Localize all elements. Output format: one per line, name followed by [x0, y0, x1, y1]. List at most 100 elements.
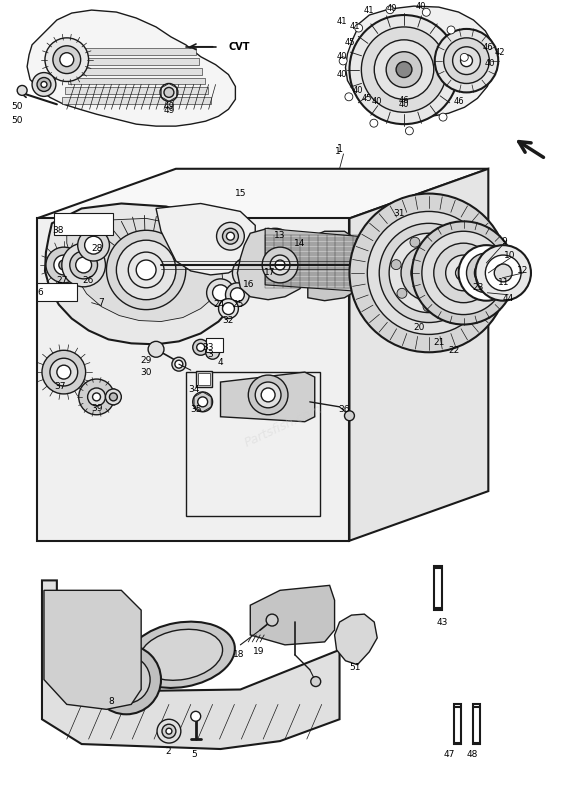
- Text: 49: 49: [163, 102, 175, 110]
- Polygon shape: [238, 228, 308, 300]
- Text: 4: 4: [218, 358, 223, 366]
- Polygon shape: [37, 218, 349, 541]
- Circle shape: [164, 87, 174, 98]
- Circle shape: [339, 57, 347, 65]
- Text: 15: 15: [235, 189, 246, 198]
- Text: 6: 6: [37, 288, 43, 298]
- Circle shape: [349, 15, 459, 124]
- Polygon shape: [265, 228, 379, 293]
- Circle shape: [459, 245, 514, 301]
- Text: 49: 49: [163, 106, 175, 114]
- Circle shape: [232, 257, 264, 289]
- Circle shape: [46, 247, 82, 283]
- Circle shape: [160, 83, 178, 102]
- Circle shape: [439, 113, 447, 121]
- Polygon shape: [349, 169, 488, 541]
- Text: 45: 45: [362, 94, 373, 103]
- Text: 51: 51: [350, 663, 361, 672]
- Text: 22: 22: [448, 346, 459, 354]
- Circle shape: [243, 268, 253, 278]
- Polygon shape: [27, 10, 235, 126]
- Circle shape: [349, 194, 508, 352]
- Polygon shape: [42, 581, 340, 749]
- Polygon shape: [335, 614, 377, 665]
- Bar: [198, 373, 210, 385]
- Circle shape: [109, 393, 117, 401]
- Text: 29: 29: [141, 356, 152, 365]
- Polygon shape: [65, 87, 208, 94]
- Circle shape: [286, 246, 304, 264]
- Circle shape: [113, 666, 139, 693]
- Circle shape: [255, 228, 295, 268]
- Circle shape: [412, 222, 515, 325]
- Circle shape: [79, 379, 115, 414]
- Circle shape: [238, 263, 258, 283]
- Circle shape: [107, 230, 186, 310]
- Bar: [54, 214, 113, 235]
- Circle shape: [275, 260, 285, 270]
- Polygon shape: [221, 372, 315, 422]
- Circle shape: [391, 260, 401, 270]
- Circle shape: [206, 346, 219, 359]
- Bar: [196, 371, 211, 387]
- Circle shape: [213, 285, 229, 301]
- Circle shape: [401, 245, 456, 301]
- Circle shape: [386, 52, 422, 87]
- Circle shape: [367, 211, 490, 334]
- Text: 7: 7: [99, 298, 104, 307]
- Circle shape: [76, 257, 92, 273]
- Circle shape: [78, 230, 109, 261]
- Text: 23: 23: [473, 283, 484, 292]
- Circle shape: [447, 26, 455, 34]
- Circle shape: [446, 255, 481, 290]
- Circle shape: [41, 82, 47, 87]
- Circle shape: [389, 234, 468, 313]
- Text: 40: 40: [399, 100, 409, 109]
- Text: 44: 44: [502, 294, 514, 303]
- Circle shape: [411, 255, 447, 290]
- Text: 37: 37: [54, 382, 66, 391]
- Text: 19: 19: [252, 647, 264, 656]
- Ellipse shape: [127, 622, 235, 688]
- Circle shape: [422, 231, 505, 314]
- Circle shape: [444, 38, 489, 83]
- Circle shape: [311, 677, 321, 686]
- Polygon shape: [44, 590, 141, 710]
- Circle shape: [136, 260, 156, 280]
- Text: 33: 33: [202, 343, 213, 352]
- Circle shape: [460, 54, 472, 66]
- Circle shape: [410, 238, 420, 247]
- Text: 21: 21: [433, 338, 445, 347]
- Polygon shape: [308, 231, 365, 301]
- Text: 10: 10: [505, 250, 516, 259]
- Circle shape: [191, 711, 201, 722]
- Circle shape: [53, 46, 81, 74]
- Bar: [473, 704, 480, 744]
- Circle shape: [397, 288, 407, 298]
- Circle shape: [261, 388, 275, 402]
- Circle shape: [128, 252, 164, 288]
- Text: 34: 34: [188, 386, 200, 394]
- Text: 38: 38: [52, 226, 64, 234]
- Circle shape: [361, 27, 447, 112]
- Circle shape: [460, 54, 468, 62]
- Circle shape: [262, 247, 298, 283]
- Circle shape: [70, 251, 98, 279]
- Ellipse shape: [139, 630, 223, 680]
- Circle shape: [345, 410, 354, 421]
- Text: 9: 9: [501, 237, 507, 246]
- Text: 2: 2: [165, 746, 171, 755]
- Polygon shape: [345, 6, 495, 117]
- Circle shape: [423, 302, 433, 311]
- Text: 46: 46: [399, 96, 409, 105]
- Circle shape: [222, 228, 238, 244]
- Circle shape: [226, 232, 234, 240]
- Text: 8: 8: [108, 697, 115, 706]
- Circle shape: [258, 258, 272, 272]
- Text: 50: 50: [11, 116, 23, 125]
- Circle shape: [485, 255, 521, 290]
- Circle shape: [475, 261, 498, 285]
- Text: 40: 40: [336, 52, 347, 61]
- Circle shape: [172, 358, 186, 371]
- Circle shape: [419, 263, 439, 283]
